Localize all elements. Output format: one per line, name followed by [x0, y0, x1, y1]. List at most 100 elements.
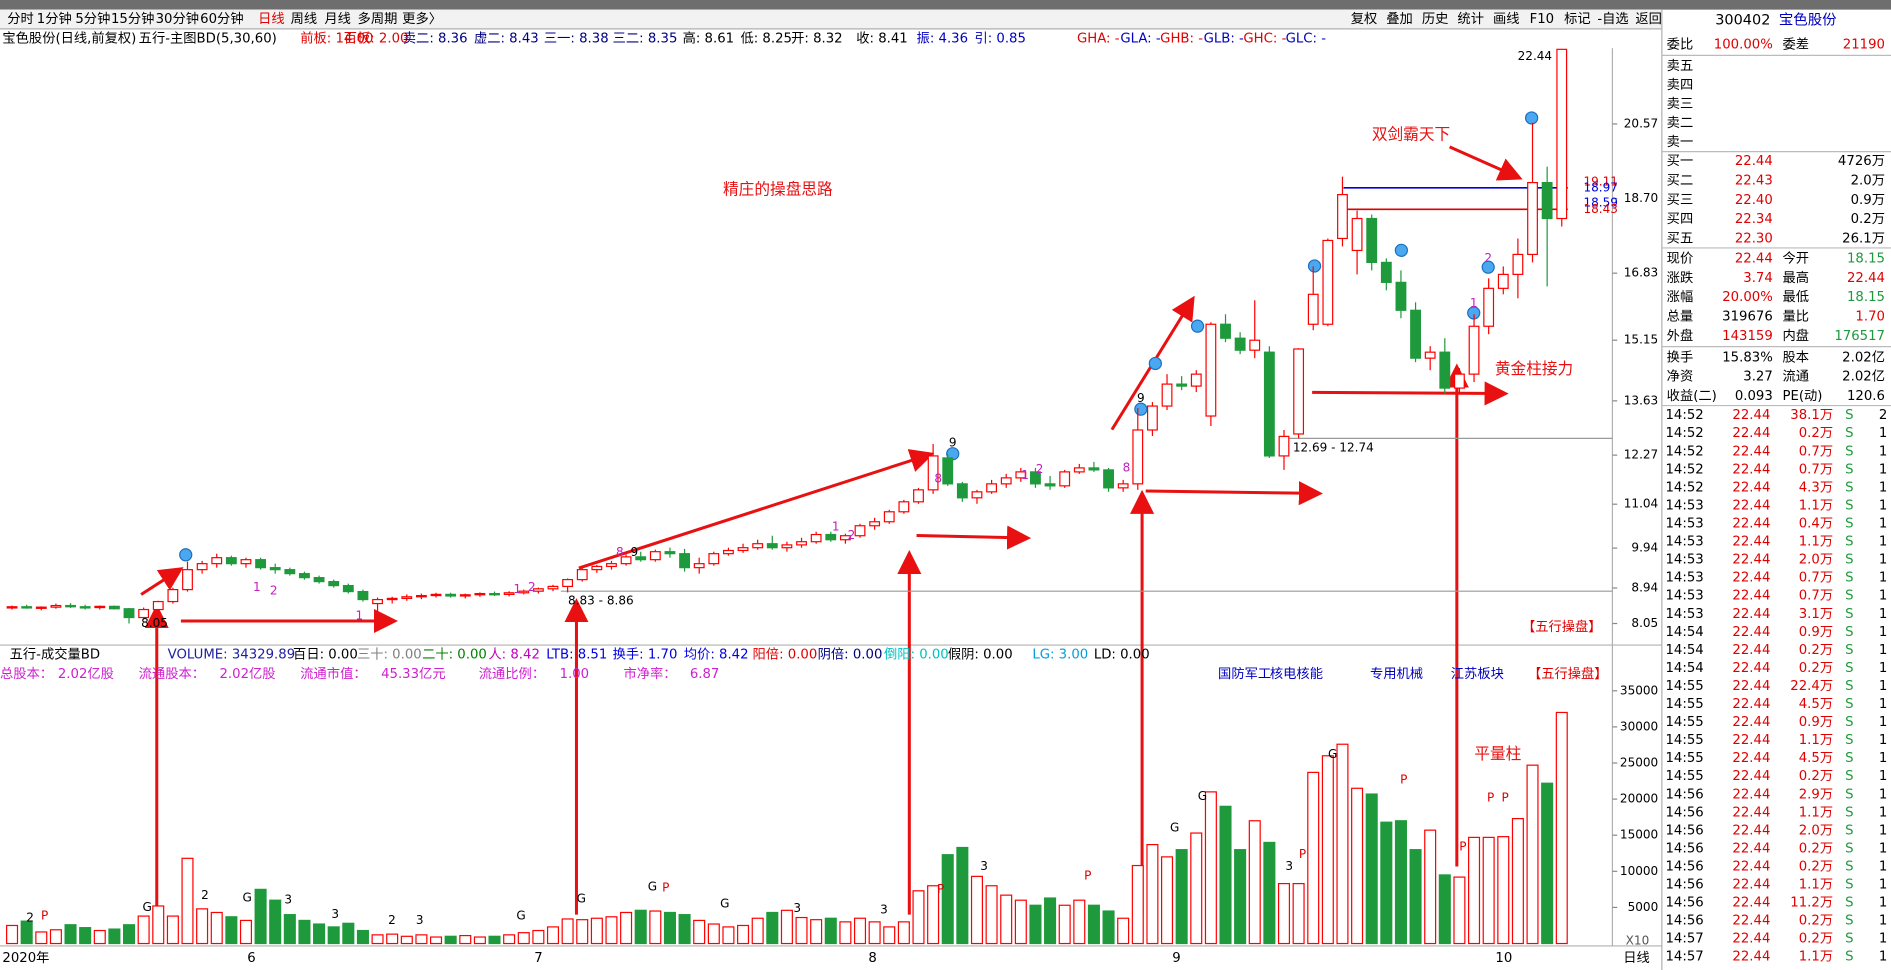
- trade-price: 22.44: [1732, 733, 1770, 748]
- arrow: [1145, 481, 1323, 506]
- info-item: 振: 4.36: [917, 31, 968, 47]
- signal-icon: [1394, 243, 1408, 257]
- period-button[interactable]: 周线: [291, 11, 318, 27]
- candle-body: [1468, 325, 1480, 375]
- trade-volume: 0.4万: [1799, 517, 1833, 532]
- y-tick-label: 18.70: [1624, 191, 1658, 205]
- volume-bar: [254, 888, 267, 945]
- candle-body: [167, 588, 179, 603]
- x-tick-label: 10: [1495, 951, 1512, 966]
- tool-button[interactable]: 标记: [1564, 11, 1591, 27]
- candle-body: [21, 606, 33, 609]
- x-tick-label: 7: [534, 951, 542, 966]
- volume-marker: G: [1328, 747, 1337, 761]
- candle-body: [1132, 429, 1144, 485]
- volume-bar: [35, 931, 48, 945]
- trade-volume: 2.0万: [1799, 823, 1833, 838]
- volume-bar: [93, 929, 106, 945]
- info-item: GLB: -: [1204, 32, 1244, 47]
- trade-price: 22.44: [1732, 589, 1770, 604]
- volume-bar: [1014, 899, 1027, 945]
- toolbar: [0, 9, 1662, 29]
- tool-button[interactable]: 返回: [1635, 11, 1662, 27]
- trade-price: 22.44: [1732, 462, 1770, 477]
- trade-price: 22.44: [1732, 914, 1770, 929]
- period-button[interactable]: 5分钟: [75, 10, 110, 27]
- candle-body: [255, 559, 267, 569]
- volume-marker: 2: [388, 913, 396, 927]
- tool-button[interactable]: 统计: [1457, 11, 1484, 27]
- signal-marker: 1: [356, 609, 364, 623]
- volume-bar: [6, 924, 19, 945]
- candle-body: [430, 593, 442, 597]
- period-button[interactable]: 日线: [258, 11, 285, 27]
- trade-count: 1: [1879, 462, 1887, 477]
- candle-body: [1337, 193, 1348, 240]
- candle-body: [225, 557, 237, 565]
- period-button[interactable]: 30分钟: [156, 10, 199, 27]
- volume-bar: [488, 935, 501, 945]
- quote-cell: 委差: [1782, 37, 1809, 53]
- period-button[interactable]: 月线: [324, 11, 351, 27]
- candle-body: [123, 608, 135, 619]
- period-button[interactable]: 15分钟: [111, 10, 154, 27]
- quote-cell: 100.00%: [1714, 38, 1773, 53]
- stat-value: 2.02亿: [1842, 369, 1885, 385]
- candle-body: [1395, 281, 1407, 311]
- volume-bar: [1468, 836, 1481, 945]
- candle-body: [1249, 339, 1261, 351]
- candle-body: [1015, 471, 1027, 479]
- candle-body: [415, 594, 427, 598]
- ask-label: 卖三: [1667, 96, 1694, 112]
- trade-time: 14:57: [1665, 932, 1703, 947]
- trade-time: 14:52: [1665, 444, 1703, 459]
- candle-body: [606, 563, 617, 568]
- period-button[interactable]: 更多〉: [402, 10, 442, 27]
- volume-bar: [1307, 771, 1320, 945]
- info-item: GHB: -: [1160, 32, 1203, 47]
- menu-bar: [0, 0, 1891, 10]
- sector-tag: 国防军工: [1218, 666, 1271, 682]
- volume-bar: [473, 936, 486, 945]
- trade-side: S: [1845, 715, 1853, 730]
- period-button[interactable]: 1分钟: [37, 10, 72, 27]
- tool-button[interactable]: F10: [1530, 12, 1555, 27]
- volume-item: 百日: 0.00: [293, 648, 358, 663]
- tool-button[interactable]: -自选: [1597, 11, 1628, 27]
- volume-bar: [181, 857, 194, 945]
- volume-bar: [590, 917, 603, 945]
- tool-button[interactable]: 叠加: [1386, 11, 1413, 27]
- trade-price: 22.44: [1732, 787, 1770, 802]
- tool-button[interactable]: 复权: [1351, 10, 1378, 27]
- trade-count: 1: [1879, 860, 1887, 875]
- tool-button[interactable]: 画线: [1493, 11, 1520, 27]
- volume-bar: [1087, 904, 1100, 945]
- period-button[interactable]: 多周期: [358, 10, 398, 27]
- trade-volume: 2.9万: [1799, 787, 1833, 802]
- volume-item: LG: 3.00: [1032, 648, 1088, 663]
- signal-marker: 2: [1036, 462, 1044, 476]
- volume-bar: [722, 926, 735, 945]
- volume-marker: G: [142, 900, 151, 914]
- volume-bar: [210, 911, 223, 945]
- stat-item: 流通市值：: [300, 665, 366, 682]
- volume-bar: [824, 917, 837, 945]
- stat-label: 量比: [1782, 309, 1809, 325]
- candle-body: [693, 563, 705, 569]
- stat-label: 股本: [1782, 349, 1809, 365]
- trade-price: 22.44: [1732, 932, 1770, 947]
- candle-body: [664, 551, 676, 555]
- signal-marker: 1: [1470, 296, 1478, 310]
- candle-body: [1424, 351, 1436, 359]
- volume-bar: [985, 885, 998, 945]
- volume-marker: 2: [201, 888, 209, 902]
- volume-bar: [152, 905, 165, 945]
- period-button[interactable]: 60分钟: [200, 10, 243, 27]
- volume-bar: [517, 932, 530, 945]
- info-item: GLC: -: [1286, 32, 1327, 47]
- volume-bar: [766, 911, 779, 945]
- trade-price: 22.44: [1732, 553, 1770, 568]
- tool-button[interactable]: 历史: [1422, 11, 1449, 27]
- period-button[interactable]: 分时: [7, 11, 34, 27]
- volume-bar: [1117, 917, 1130, 945]
